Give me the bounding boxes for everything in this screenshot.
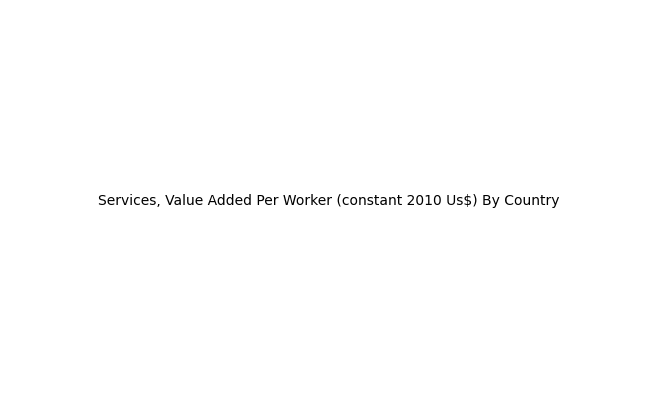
Text: Services, Value Added Per Worker (constant 2010 Us$) By Country: Services, Value Added Per Worker (consta… <box>98 194 559 207</box>
